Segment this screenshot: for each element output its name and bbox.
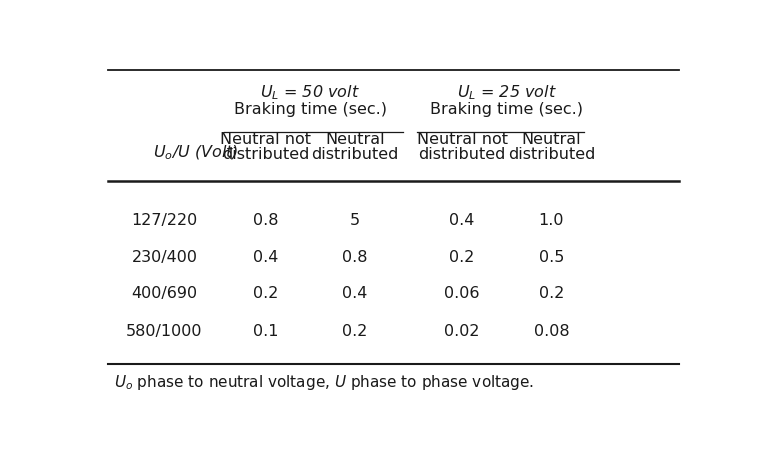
Text: 0.2: 0.2 <box>538 286 564 301</box>
Text: 0.06: 0.06 <box>445 286 480 301</box>
Text: distributed: distributed <box>508 147 595 162</box>
Text: 0.8: 0.8 <box>253 213 278 228</box>
Text: 0.02: 0.02 <box>445 324 480 340</box>
Text: 127/220: 127/220 <box>131 213 197 228</box>
Text: 230/400: 230/400 <box>131 250 197 265</box>
Text: 0.4: 0.4 <box>343 286 368 301</box>
Text: 580/1000: 580/1000 <box>126 324 203 340</box>
Text: $U_o$/$U$ (Volt): $U_o$/$U$ (Volt) <box>153 144 238 162</box>
Text: Braking time (sec.): Braking time (sec.) <box>430 102 583 117</box>
Text: 5: 5 <box>350 213 360 228</box>
Text: 1.0: 1.0 <box>538 213 564 228</box>
Text: distributed: distributed <box>311 147 399 162</box>
Text: 0.8: 0.8 <box>343 250 368 265</box>
Text: 0.4: 0.4 <box>449 213 475 228</box>
Text: distributed: distributed <box>222 147 310 162</box>
Text: distributed: distributed <box>419 147 506 162</box>
Text: 0.08: 0.08 <box>534 324 569 340</box>
Text: Neutral: Neutral <box>325 132 385 147</box>
Text: Neutral not: Neutral not <box>220 132 311 147</box>
Text: Neutral not: Neutral not <box>416 132 508 147</box>
Text: Neutral: Neutral <box>521 132 581 147</box>
Text: 0.5: 0.5 <box>538 250 564 265</box>
Text: 0.2: 0.2 <box>253 286 278 301</box>
Text: 0.1: 0.1 <box>253 324 278 340</box>
Text: 400/690: 400/690 <box>131 286 197 301</box>
Text: $U_L$ = 50 volt: $U_L$ = 50 volt <box>260 83 360 101</box>
Text: Braking time (sec.): Braking time (sec.) <box>233 102 387 117</box>
Text: 0.2: 0.2 <box>449 250 475 265</box>
Text: $U_o$ phase to neutral voltage, $U$ phase to phase voltage.: $U_o$ phase to neutral voltage, $U$ phas… <box>114 373 534 392</box>
Text: $U_L$ = 25 volt: $U_L$ = 25 volt <box>457 83 557 101</box>
Text: 0.2: 0.2 <box>343 324 368 340</box>
Text: 0.4: 0.4 <box>253 250 278 265</box>
